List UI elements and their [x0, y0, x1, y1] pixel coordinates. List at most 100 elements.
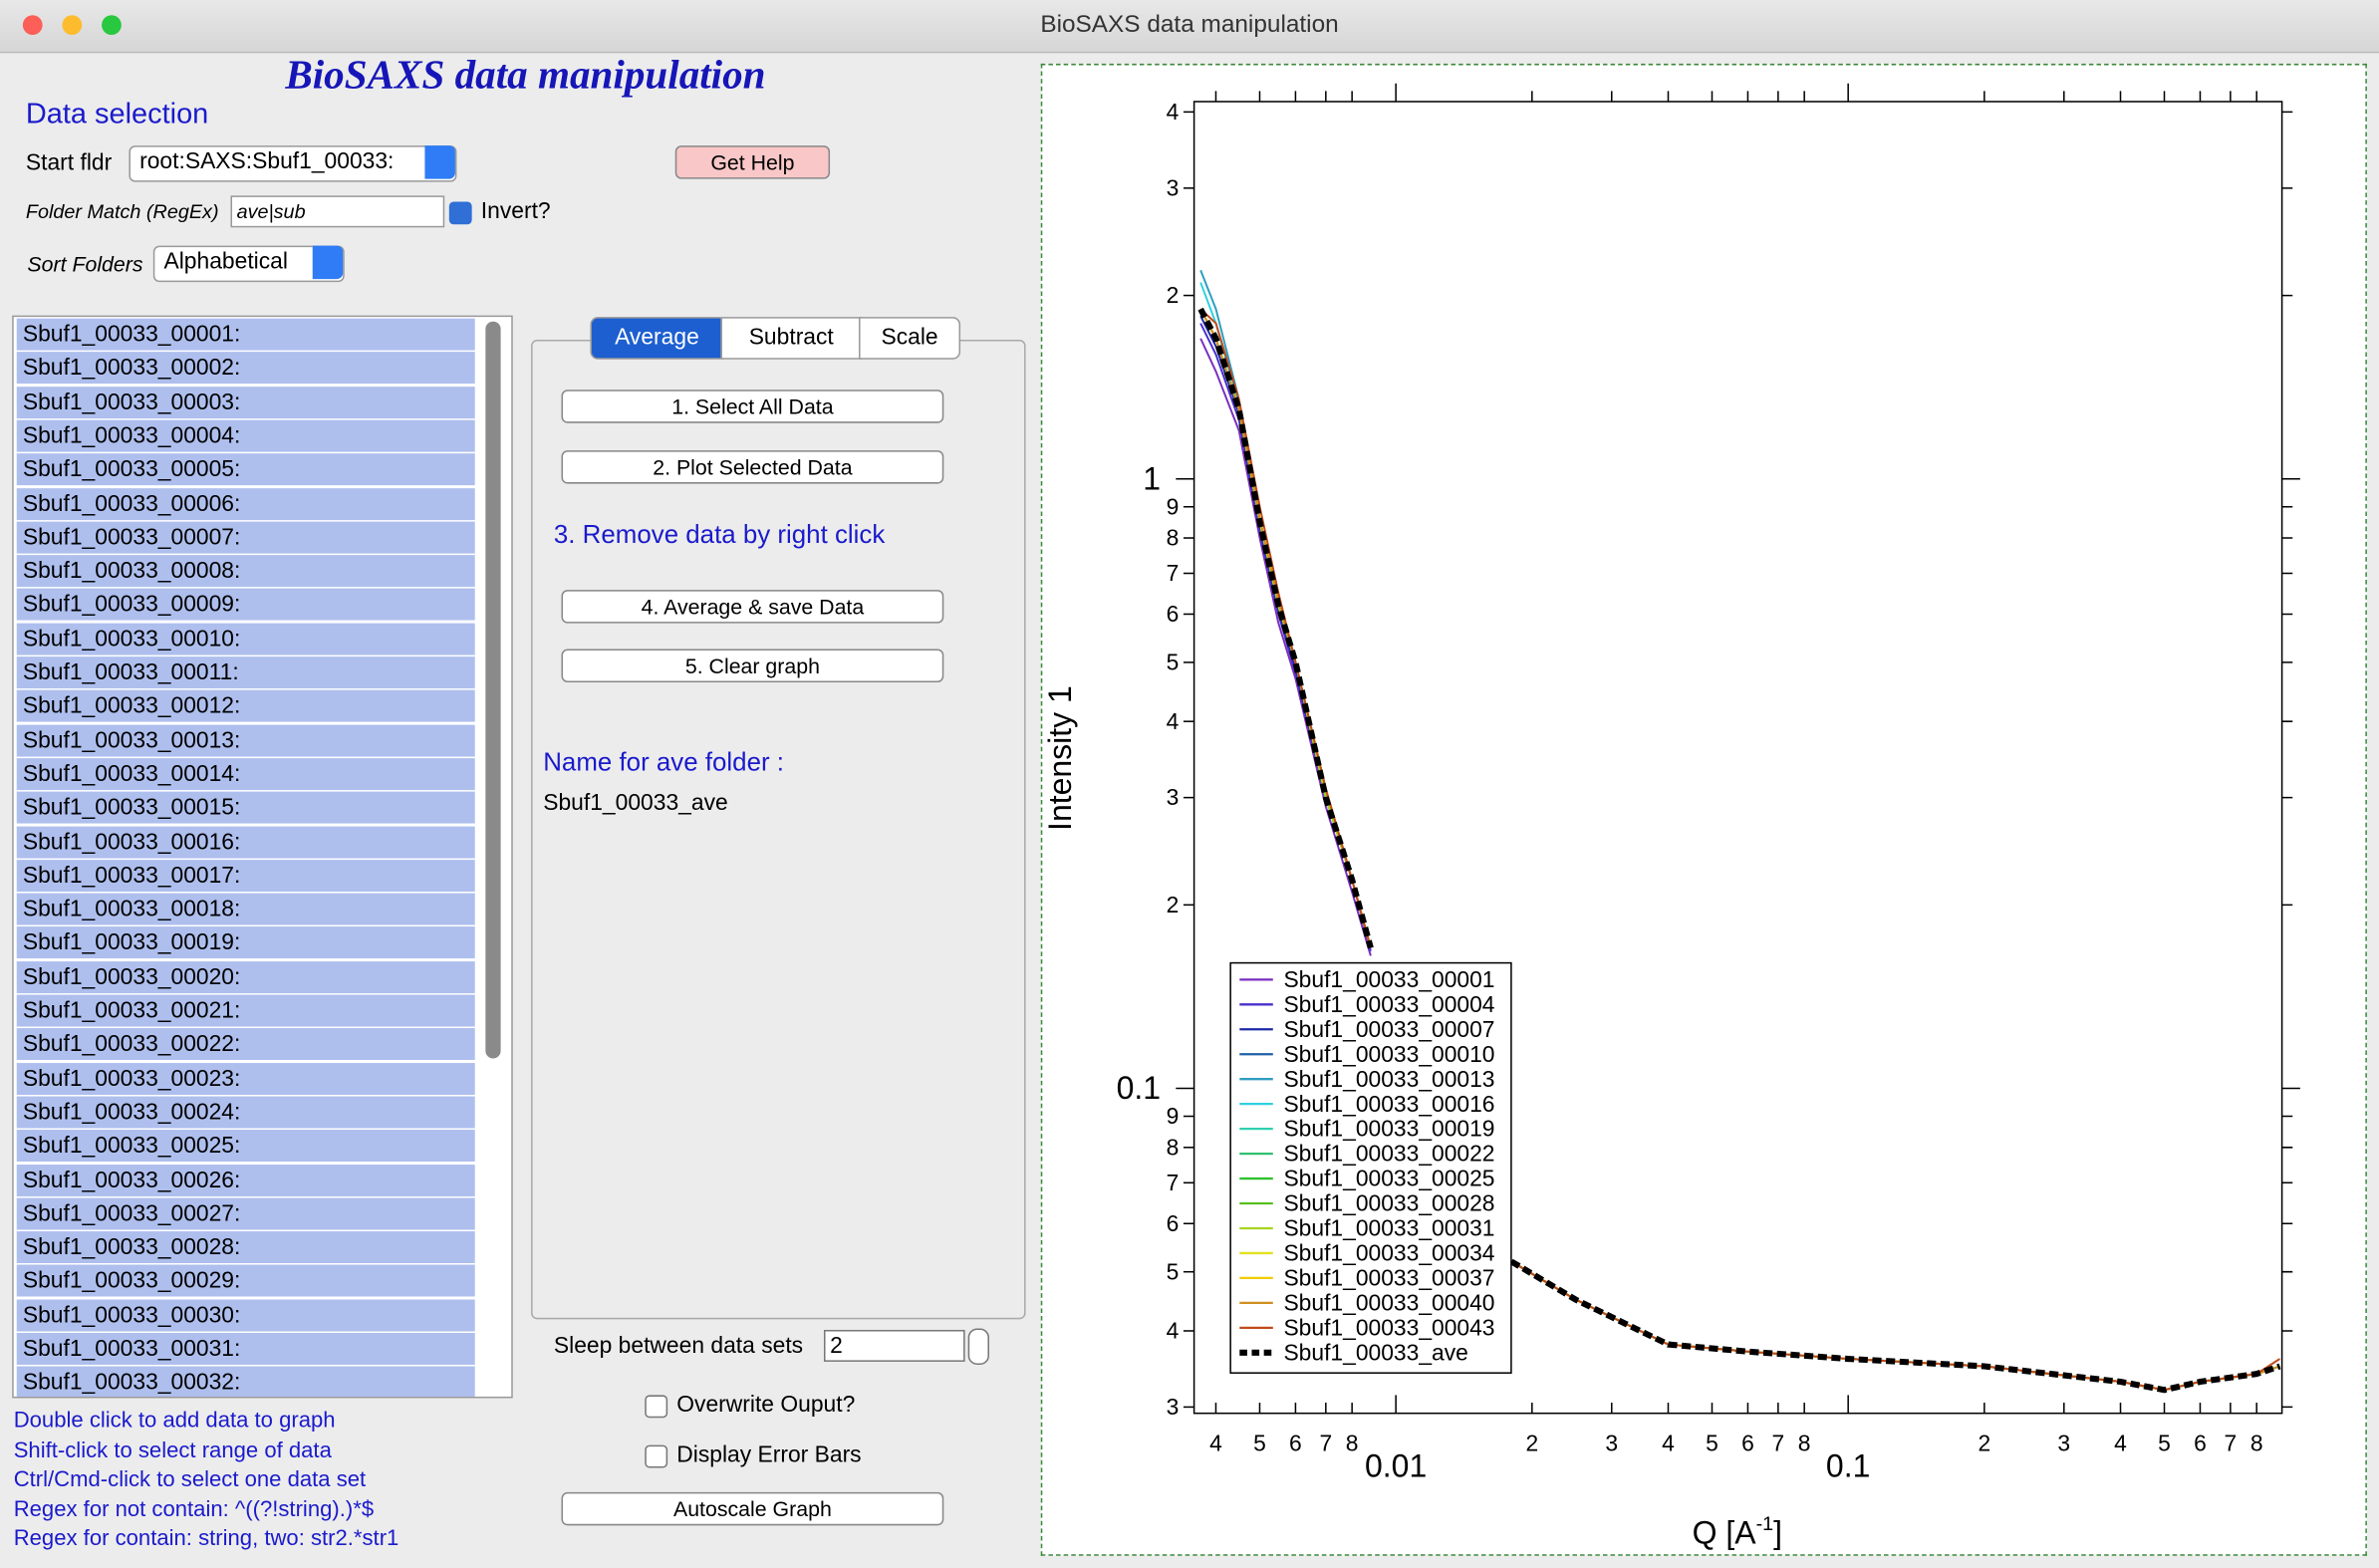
folder-item[interactable]: Sbuf1_00033_00006:	[16, 487, 475, 520]
help-line: Regex for not contain: ^((?!string).)*$	[13, 1497, 375, 1522]
folder-item[interactable]: Sbuf1_00033_00002:	[16, 352, 475, 385]
folder-item[interactable]: Sbuf1_00033_00017:	[16, 859, 475, 892]
tab[interactable]: Subtract	[720, 317, 863, 360]
minimize-button[interactable]	[62, 15, 83, 36]
folder-item[interactable]: Sbuf1_00033_00028:	[16, 1231, 475, 1264]
folder-item[interactable]: Sbuf1_00033_00024:	[16, 1096, 475, 1129]
folder-select[interactable]: root:SAXS:Sbuf1_00033:	[129, 145, 457, 182]
label: Overwrite Ouput?	[676, 1392, 856, 1419]
x-tick-label: 0.01	[1365, 1448, 1427, 1484]
tab[interactable]: Average	[590, 317, 724, 360]
select-arrow	[424, 145, 455, 179]
y-tick-label: 0.1	[1117, 1070, 1161, 1106]
y-tick-label: 8	[1167, 1134, 1180, 1160]
folder-item[interactable]: Sbuf1_00033_00021:	[16, 994, 475, 1027]
label: Invert?	[480, 198, 551, 225]
legend-label: Sbuf1_00033_00040	[1283, 1289, 1494, 1315]
hint: 3. Remove data by right click	[553, 520, 886, 550]
label: Display Error Bars	[676, 1441, 862, 1468]
folder-item[interactable]: Sbuf1_00033_00032:	[16, 1366, 475, 1397]
button[interactable]: 2. Plot Selected Data	[561, 450, 944, 484]
legend-label: Sbuf1_00033_ave	[1283, 1339, 1467, 1365]
sleep-input[interactable]: 2	[823, 1329, 965, 1362]
folder-item[interactable]: Sbuf1_00033_00005:	[16, 453, 475, 486]
x-tick-label: 7	[1319, 1431, 1332, 1456]
button[interactable]: 4. Average & save Data	[561, 590, 944, 624]
x-tick-label: 5	[2158, 1431, 2171, 1456]
plot-frame	[1192, 101, 2283, 1415]
window-title: BioSAXS data manipulation	[1040, 12, 1339, 39]
button[interactable]: Autoscale Graph	[561, 1491, 944, 1526]
folder-item[interactable]: Sbuf1_00033_00013:	[16, 723, 475, 756]
x-tick-label: 4	[1662, 1431, 1675, 1456]
legend-label: Sbuf1_00033_00001	[1283, 966, 1494, 992]
x-tick-label: 8	[1798, 1431, 1811, 1456]
y-tick-label: 7	[1167, 1170, 1180, 1195]
label: Name for ave folder :	[543, 747, 785, 777]
button[interactable]: 1. Select All Data	[561, 390, 944, 423]
scrollbar[interactable]	[485, 321, 501, 1059]
folder-item[interactable]: Sbuf1_00033_00011:	[16, 656, 475, 689]
legend-label: Sbuf1_00033_00025	[1283, 1166, 1494, 1191]
tab[interactable]: Scale	[859, 317, 961, 360]
x-tick-label: 2	[1978, 1431, 1990, 1456]
help-line: Regex for contain: string, two: str2.*st…	[13, 1527, 399, 1552]
folder-item[interactable]: Sbuf1_00033_00027:	[16, 1197, 475, 1230]
folder-item[interactable]: Sbuf1_00033_00026:	[16, 1164, 475, 1196]
folder-item[interactable]: Sbuf1_00033_00018:	[16, 893, 475, 925]
help-button[interactable]: Get Help	[674, 145, 831, 179]
folder-item[interactable]: Sbuf1_00033_00023:	[16, 1062, 475, 1095]
folder-item[interactable]: Sbuf1_00033_00010:	[16, 623, 475, 655]
select-value: root:SAXS:Sbuf1_00033:	[139, 148, 395, 175]
y-tick-label: 9	[1167, 1103, 1180, 1129]
folder-item[interactable]: Sbuf1_00033_00022:	[16, 1028, 475, 1061]
series-group	[1197, 269, 2281, 1394]
overwrite-checkbox[interactable]	[645, 1395, 668, 1419]
zoom-button[interactable]	[102, 15, 122, 36]
label: Sleep between data sets	[553, 1333, 804, 1359]
legend-label: Sbuf1_00033_00010	[1283, 1041, 1494, 1067]
folder-item[interactable]: Sbuf1_00033_00003:	[16, 386, 475, 418]
folder-item[interactable]: Sbuf1_00033_00030:	[16, 1299, 475, 1332]
folder-item[interactable]: Sbuf1_00033_00008:	[16, 555, 475, 588]
close-button[interactable]	[22, 15, 43, 36]
folder-item[interactable]: Sbuf1_00033_00029:	[16, 1265, 475, 1298]
error-bars-checkbox[interactable]	[645, 1444, 668, 1468]
folder-item[interactable]: Sbuf1_00033_00020:	[16, 960, 475, 993]
y-tick-label: 5	[1167, 650, 1180, 675]
label: Start fldr	[25, 149, 113, 176]
folder-list[interactable]: Sbuf1_00033_00001: Sbuf1_00033_00002: Sbuf…	[12, 315, 513, 1399]
folder-item[interactable]: Sbuf1_00033_00019:	[16, 926, 475, 959]
folder-item[interactable]: Sbuf1_00033_00012:	[16, 690, 475, 723]
legend-label: Sbuf1_00033_00007	[1283, 1016, 1494, 1042]
x-tick-label: 6	[1289, 1431, 1302, 1456]
folder-item[interactable]: Sbuf1_00033_00031:	[16, 1333, 475, 1365]
invert-checkbox[interactable]	[448, 201, 472, 225]
folder-item[interactable]: Sbuf1_00033_00004:	[16, 419, 475, 452]
folder-item[interactable]: Sbuf1_00033_00014:	[16, 757, 475, 790]
x-axis-label-end: ]	[1773, 1515, 1782, 1551]
folder-item[interactable]: Sbuf1_00033_00001:	[16, 318, 475, 351]
y-tick-label: 2	[1167, 282, 1180, 308]
folder-item[interactable]: Sbuf1_00033_00016:	[16, 825, 475, 858]
legend-label: Sbuf1_00033_00043	[1283, 1314, 1494, 1340]
regex-input[interactable]: ave|sub	[230, 195, 445, 228]
legend-label: Sbuf1_00033_00016	[1283, 1091, 1494, 1117]
legend-label: Sbuf1_00033_00019	[1283, 1116, 1494, 1142]
folder-item[interactable]: Sbuf1_00033_00009:	[16, 589, 475, 622]
folder-item[interactable]: Sbuf1_00033_00015:	[16, 791, 475, 824]
y-tick-label: 4	[1167, 708, 1180, 734]
folder-item[interactable]: Sbuf1_00033_00007:	[16, 521, 475, 554]
folder-item[interactable]: Sbuf1_00033_00025:	[16, 1130, 475, 1163]
stepper[interactable]	[967, 1328, 989, 1365]
tab-panel	[531, 339, 1026, 1320]
sort-select[interactable]: Alphabetical	[152, 245, 345, 283]
y-tick-label: 3	[1167, 174, 1180, 200]
x-tick-label: 5	[1706, 1431, 1718, 1456]
button[interactable]: 5. Clear graph	[561, 649, 944, 682]
x-tick-label: 0.1	[1826, 1448, 1870, 1484]
ave-folder-name: Sbuf1_00033_ave	[543, 790, 728, 816]
graph: 4 5 6 7 80.012 3 4 5 6 7 80.12 3 4 5 6 7 834567890.12345…	[1042, 83, 2300, 1551]
